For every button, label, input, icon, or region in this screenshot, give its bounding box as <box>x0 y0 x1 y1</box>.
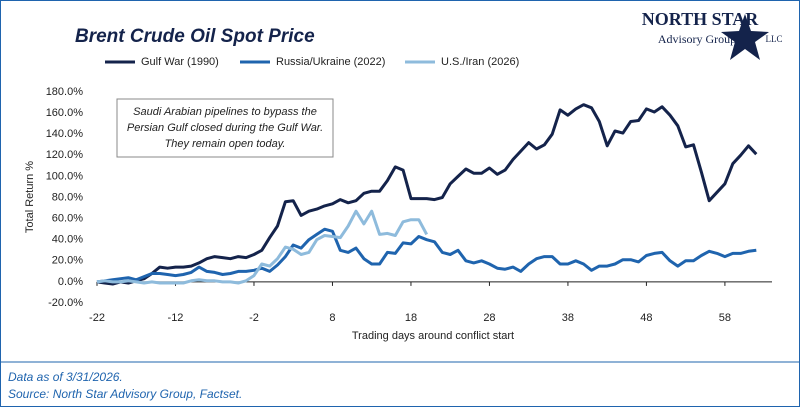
y-tick-label: 0.0% <box>58 276 83 288</box>
annotation-line: They remain open today. <box>165 138 286 150</box>
x-tick-label: -2 <box>249 312 259 324</box>
x-axis-label: Trading days around conflict start <box>352 330 514 342</box>
y-tick-label: 180.0% <box>46 86 84 98</box>
footnote: Source: North Star Advisory Group, Facts… <box>8 387 242 401</box>
legend-label: Russia/Ukraine (2022) <box>276 56 385 68</box>
logo-subtitle: Advisory Group <box>658 32 736 46</box>
series-line <box>96 227 757 284</box>
y-tick-label: -20.0% <box>48 297 83 309</box>
x-tick-label: 48 <box>640 312 652 324</box>
x-tick-label: 38 <box>562 312 574 324</box>
legend-label: U.S./Iran (2026) <box>441 56 519 68</box>
x-tick-label: 18 <box>405 312 417 324</box>
chart-title: Brent Crude Oil Spot Price <box>75 26 315 47</box>
x-tick-label: 28 <box>483 312 495 324</box>
x-tick-label: 8 <box>329 312 335 324</box>
x-tick-label: 58 <box>719 312 731 324</box>
x-tick-label: -22 <box>89 312 105 324</box>
annotation-box <box>116 98 334 158</box>
y-axis-label: Total Return % <box>24 161 36 233</box>
logo: North Star Advisory Group LLC <box>642 9 783 60</box>
legend-label: Gulf War (1990) <box>141 56 219 68</box>
series-line <box>96 103 758 286</box>
annotation-line: Saudi Arabian pipelines to bypass the <box>133 106 317 118</box>
y-tick-label: 60.0% <box>52 213 83 225</box>
series-line <box>96 209 429 285</box>
y-tick-label: 20.0% <box>52 255 83 267</box>
y-tick-label: 160.0% <box>46 107 84 119</box>
annotation-line: Persian Gulf closed during the Gulf War. <box>127 122 323 134</box>
logo-suffix: LLC <box>766 34 783 44</box>
footnote: Data as of 3/31/2026. <box>8 370 123 384</box>
logo-name: North Star <box>642 9 760 29</box>
y-tick-label: 120.0% <box>46 149 84 161</box>
y-tick-label: 80.0% <box>52 191 83 203</box>
y-tick-label: 140.0% <box>46 128 84 140</box>
logo-star <box>721 14 769 60</box>
y-tick-label: 100.0% <box>46 170 84 182</box>
y-tick-label: 40.0% <box>52 234 83 246</box>
x-tick-label: -12 <box>168 312 184 324</box>
